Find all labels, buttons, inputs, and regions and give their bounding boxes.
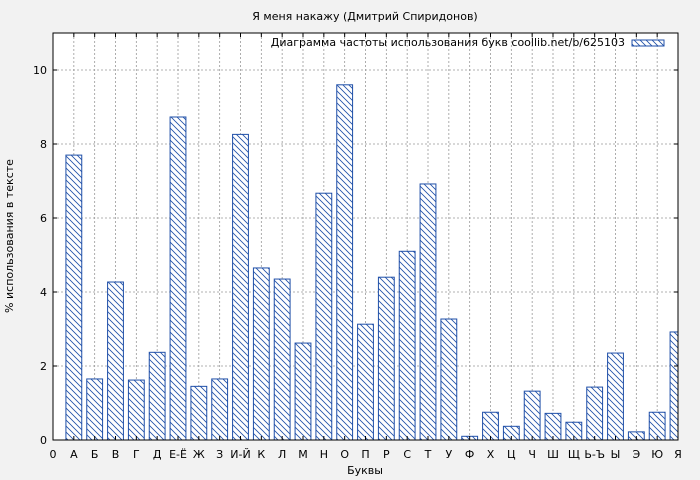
x-tick-label: Ж [193,448,205,461]
bar-С [398,250,416,441]
x-tick-label: С [403,448,411,461]
bar-О [336,84,354,441]
x-tick-label: Ь-Ъ [584,448,605,461]
x-tick-label: З [216,448,223,461]
y-tick-label: 8 [40,138,47,151]
x-tick-label: Г [133,448,140,461]
bar-Х [482,411,499,441]
x-tick-label: П [361,448,369,461]
x-tick-label: Т [424,448,432,461]
bar-А [65,154,83,441]
y-tick-label: 2 [40,360,47,373]
chart-title: Я меня накажу (Дмитрий Спиридонов) [252,10,477,23]
x-axis-label: Буквы [347,464,383,477]
x-tick-label: Х [487,448,495,461]
bar-П [357,323,374,441]
x-tick-label: Н [320,448,328,461]
x-tick-label: Ц [507,448,516,461]
bar-И-Й [232,133,249,441]
legend: Диаграмма частоты использования букв coo… [271,36,665,49]
bar-К [252,267,270,441]
bar-Ь-Ъ [586,386,604,441]
x-axis-ticks: 0 А Б В Г Д Е-Ё Ж З И-Й К Л М Н О П Р С Т У Ф Х Ц Ч Ш Щ Ь-Ъ Ы Э Ю Я [50,33,682,461]
bar-Д [148,351,166,441]
y-axis-label: % использования в тексте [3,159,16,313]
y-tick-label: 10 [33,64,47,77]
bar-Ч [523,390,541,441]
y-tick-label: 4 [40,286,47,299]
x-tick-label: 0 [50,448,57,461]
y-tick-label: 0 [40,434,47,447]
x-tick-label: Э [632,448,640,461]
x-tick-label: О [340,448,349,461]
bar-Б [86,378,104,441]
x-tick-label: А [70,448,78,461]
x-tick-label: Б [91,448,99,461]
bar-Л [273,278,291,441]
x-tick-label: Ы [611,448,621,461]
y-tick-label: 6 [40,212,47,225]
x-tick-label: Я [674,448,682,461]
legend-swatch [631,39,665,47]
y-axis-ticks: 0 2 4 6 8 10 [33,64,678,447]
x-tick-label: В [112,448,120,461]
x-tick-label: Д [153,448,162,461]
bar-Ю [648,411,666,441]
bar-М [294,342,312,441]
legend-label: Диаграмма частоты использования букв coo… [271,36,625,49]
x-tick-label: Ф [465,448,474,461]
x-tick-label: М [298,448,308,461]
bar-В [107,281,124,441]
x-tick-label: Р [383,448,390,461]
bar-Н [315,192,333,441]
x-tick-label: К [257,448,265,461]
bar-Т [419,183,437,441]
bar-З [211,378,229,441]
x-tick-label: Л [278,448,286,461]
x-tick-label: Ч [528,448,536,461]
x-tick-label: Е-Ё [169,448,187,461]
bar-Ы [607,352,624,441]
bar-Ж [190,385,208,441]
x-tick-label: И-Й [230,448,250,461]
bar-Р [377,276,395,441]
x-tick-label: Щ [568,448,580,461]
bar-Я [669,331,679,441]
x-tick-label: У [445,448,452,461]
bar-Г [127,379,145,441]
x-tick-label: Ш [547,448,559,461]
bar-Е-Ё [169,116,187,441]
bar-У [440,318,458,441]
x-tick-label: Ю [651,448,663,461]
